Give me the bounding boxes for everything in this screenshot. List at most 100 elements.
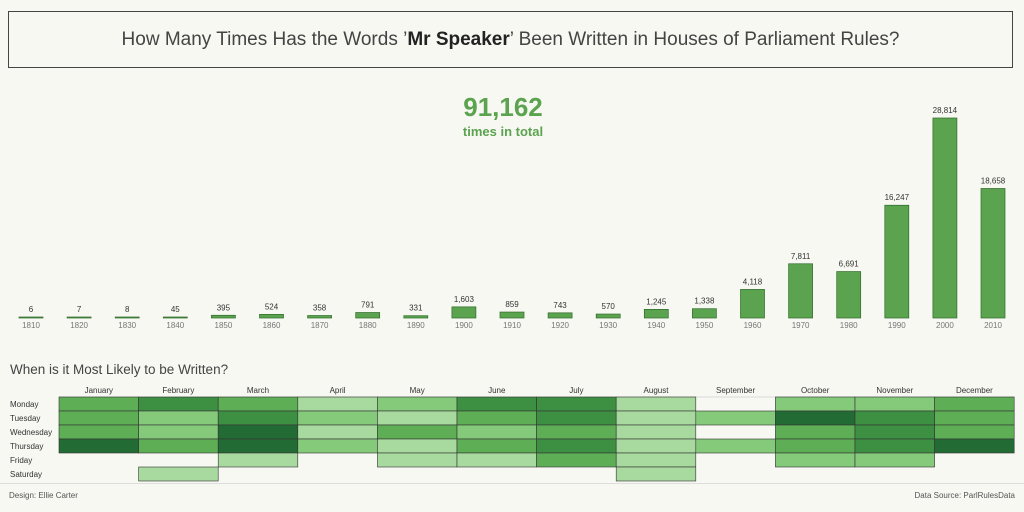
heatmap-cell[interactable]: [58, 438, 139, 454]
heatmap-cell[interactable]: [934, 424, 1015, 440]
bar-1990[interactable]: [884, 204, 910, 319]
heatmap-cell[interactable]: [854, 410, 935, 426]
heatmap-cell[interactable]: [138, 396, 219, 412]
bar-chart: 6 1810 7 1820 8 1830 45 1840 395 1850 524 1860 358 18…: [18, 106, 1006, 330]
bar-value-label: 1,245: [646, 297, 667, 306]
heatmap-cell[interactable]: [297, 438, 378, 454]
bar-1950[interactable]: [692, 308, 717, 319]
heatmap-column-header: February: [162, 386, 194, 395]
bar-value-label: 1,603: [454, 295, 475, 304]
heatmap-cell[interactable]: [297, 424, 378, 440]
heatmap-cell[interactable]: [138, 438, 219, 454]
heatmap-cell[interactable]: [536, 438, 617, 454]
heatmap-cell[interactable]: [138, 466, 219, 482]
heatmap-cell[interactable]: [217, 438, 299, 454]
heatmap-cell[interactable]: [615, 452, 697, 468]
title-prefix: How Many Times Has the Words ’: [121, 28, 408, 50]
bar-1860[interactable]: [259, 314, 284, 319]
bar-value-label: 45: [171, 305, 180, 314]
heatmap-cell[interactable]: [138, 410, 219, 426]
heatmap-cell[interactable]: [536, 452, 617, 468]
heatmap-cell[interactable]: [775, 424, 856, 440]
bar-1920[interactable]: [547, 312, 573, 319]
heatmap-cell[interactable]: [536, 410, 617, 426]
heatmap-cell[interactable]: [377, 410, 458, 426]
heatmap-cell[interactable]: [536, 396, 617, 412]
heatmap-cell[interactable]: [775, 452, 856, 468]
bar-value-label: 8: [125, 305, 130, 314]
heatmap-cell[interactable]: [217, 396, 299, 412]
heatmap-cell[interactable]: [934, 438, 1015, 454]
heatmap-cell[interactable]: [775, 438, 856, 454]
bar-1870[interactable]: [307, 315, 332, 319]
heatmap-cell[interactable]: [934, 396, 1015, 412]
bar-1970[interactable]: [788, 263, 813, 319]
x-tick-label: 1930: [599, 321, 617, 330]
bar-value-label: 859: [505, 300, 519, 309]
heatmap-cell[interactable]: [377, 396, 458, 412]
heatmap-cell[interactable]: [456, 424, 537, 440]
bar-1890[interactable]: [403, 315, 429, 319]
bar-1980[interactable]: [836, 271, 862, 319]
heatmap-cell[interactable]: [58, 410, 139, 426]
heatmap-cell[interactable]: [615, 466, 697, 482]
heatmap-cell[interactable]: [297, 396, 378, 412]
bar-1840[interactable]: [162, 316, 188, 319]
bar-value-label: 18,658: [981, 176, 1006, 185]
heatmap-cell[interactable]: [615, 410, 697, 426]
heatmap-cell[interactable]: [615, 424, 697, 440]
heatmap-column-header: December: [956, 386, 993, 395]
title-suffix: ’ Been Written in Houses of Parliament R…: [509, 28, 900, 50]
bar-1960[interactable]: [740, 289, 765, 319]
heatmap-row-label: Thursday: [10, 442, 43, 451]
heatmap-cell[interactable]: [377, 424, 458, 440]
heatmap-cell[interactable]: [854, 424, 935, 440]
heatmap-cell[interactable]: [58, 424, 139, 440]
heatmap-cell[interactable]: [934, 410, 1015, 426]
heatmap-cell[interactable]: [536, 424, 617, 440]
heatmap-cell[interactable]: [615, 438, 697, 454]
kpi-label: times in total: [462, 124, 544, 139]
heatmap-cell[interactable]: [695, 438, 776, 454]
heatmap-cell[interactable]: [775, 410, 856, 426]
bar-value-label: 6: [29, 305, 34, 314]
bar-1900[interactable]: [451, 306, 477, 319]
heatmap-cell[interactable]: [775, 396, 856, 412]
x-tick-label: 1950: [696, 321, 714, 330]
bar-value-label: 4,118: [743, 277, 763, 286]
heatmap-cell[interactable]: [854, 396, 935, 412]
heatmap-cell[interactable]: [854, 452, 935, 468]
bar-2010[interactable]: [980, 188, 1006, 319]
heatmap-cell[interactable]: [217, 424, 299, 440]
heatmap-cell[interactable]: [297, 410, 378, 426]
heatmap-cell[interactable]: [217, 452, 299, 468]
bar-value-label: 570: [602, 302, 616, 311]
heatmap-cell[interactable]: [456, 452, 537, 468]
heatmap-cell[interactable]: [456, 396, 537, 412]
heatmap-cell[interactable]: [138, 424, 219, 440]
x-tick-label: 1830: [118, 321, 136, 330]
bar-1850[interactable]: [211, 314, 236, 319]
bar-value-label: 16,247: [885, 193, 910, 202]
bar-1940[interactable]: [643, 309, 669, 319]
bar-1820[interactable]: [66, 316, 92, 319]
bar-2000[interactable]: [932, 117, 958, 319]
heatmap-cell[interactable]: [615, 396, 697, 412]
heatmap-cell[interactable]: [377, 452, 458, 468]
heatmap-cell[interactable]: [217, 410, 299, 426]
bar-1910[interactable]: [499, 311, 525, 319]
bar-1930[interactable]: [595, 313, 621, 319]
x-tick-label: 1910: [503, 321, 521, 330]
bar-1830[interactable]: [114, 316, 140, 319]
heatmap-column-header: October: [801, 386, 830, 395]
heatmap-cell[interactable]: [854, 438, 935, 454]
bar-value-label: 743: [553, 301, 567, 310]
heatmap-cell[interactable]: [456, 438, 537, 454]
heatmap-cell[interactable]: [456, 410, 537, 426]
bar-1810[interactable]: [18, 316, 44, 319]
bar-value-label: 1,338: [694, 297, 715, 306]
bar-1880[interactable]: [355, 312, 381, 319]
heatmap-cell[interactable]: [377, 438, 458, 454]
heatmap-cell[interactable]: [58, 396, 139, 412]
heatmap-cell[interactable]: [695, 410, 776, 426]
